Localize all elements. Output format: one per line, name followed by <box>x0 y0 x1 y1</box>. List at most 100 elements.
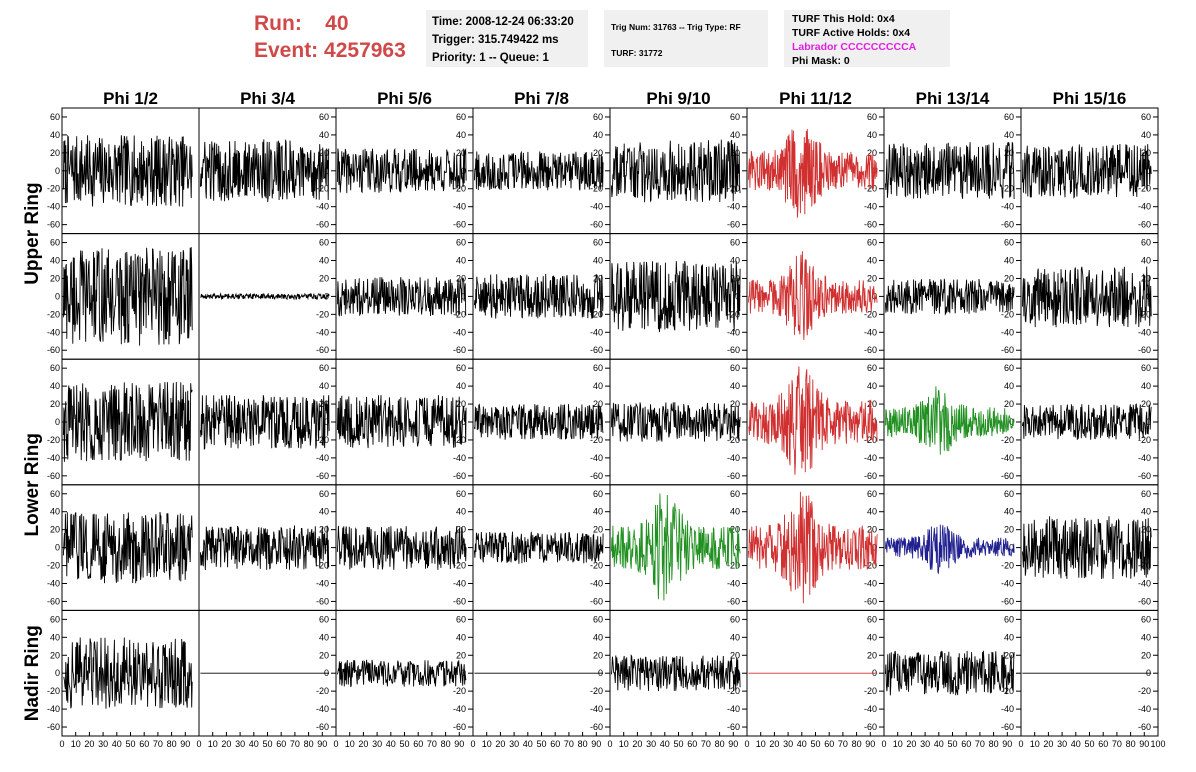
y-tick-label: 60 <box>50 363 60 373</box>
y-tick-label: 60 <box>867 614 877 624</box>
y-tick-label: 0 <box>461 417 466 427</box>
x-tick-label: 20 <box>358 739 368 749</box>
y-tick-label: 0 <box>55 543 60 553</box>
x-tick-label: 40 <box>660 739 670 749</box>
waveform-line <box>747 491 878 604</box>
y-tick-label: -40 <box>47 453 60 463</box>
y-tick-label: 0 <box>872 543 877 553</box>
x-tick-label: 90 <box>591 739 601 749</box>
y-tick-label: 20 <box>1141 399 1151 409</box>
y-tick-label: -60 <box>453 471 466 481</box>
x-tick-label: 0 <box>881 739 886 749</box>
y-tick-label: -20 <box>590 435 603 445</box>
column-label: Phi 9/10 <box>646 89 710 108</box>
waveform-line <box>884 141 1015 200</box>
y-tick-label: 20 <box>50 650 60 660</box>
run-event-block: Run: 40 Event: 4257963 <box>254 10 406 64</box>
y-tick-label: 20 <box>319 650 329 660</box>
column-label: Phi 11/12 <box>779 89 852 108</box>
y-tick-label: 40 <box>456 130 466 140</box>
x-tick-label: 90 <box>1139 739 1149 749</box>
y-tick-label: -60 <box>47 220 60 230</box>
x-tick-label: 30 <box>509 739 519 749</box>
y-tick-label: 40 <box>50 130 60 140</box>
y-tick-label: -20 <box>864 435 877 445</box>
x-tick-label: 10 <box>893 739 903 749</box>
y-tick-label: 40 <box>1141 632 1151 642</box>
y-tick-label: 40 <box>867 130 877 140</box>
x-tick-label: 0 <box>744 739 749 749</box>
x-tick-label: 90 <box>180 739 190 749</box>
x-tick-label: 30 <box>235 739 245 749</box>
y-tick-label: 20 <box>593 525 603 535</box>
waveform-line <box>336 147 467 194</box>
y-tick-label: -20 <box>1001 309 1014 319</box>
y-tick-label: 60 <box>1141 489 1151 499</box>
y-tick-label: -20 <box>727 435 740 445</box>
x-tick-label: 30 <box>920 739 930 749</box>
event-value: 4257963 <box>324 39 406 62</box>
x-tick-label: 80 <box>1126 739 1136 749</box>
y-tick-label: 60 <box>867 238 877 248</box>
y-tick-label: -20 <box>864 309 877 319</box>
y-tick-label: 40 <box>319 130 329 140</box>
x-tick-label: 70 <box>153 739 163 749</box>
y-tick-label: 60 <box>867 363 877 373</box>
time-line: Time: 2008-12-24 06:33:20 <box>432 16 574 28</box>
y-tick-label: -20 <box>316 309 329 319</box>
y-tick-label: 0 <box>598 417 603 427</box>
x-tick-label: 70 <box>701 739 711 749</box>
x-tick-label: 40 <box>797 739 807 749</box>
y-tick-label: 40 <box>1004 507 1014 517</box>
y-tick-label: -40 <box>864 327 877 337</box>
x-tick-label: 80 <box>852 739 862 749</box>
y-tick-label: -60 <box>453 596 466 606</box>
y-tick-label: -40 <box>1001 327 1014 337</box>
y-tick-label: 20 <box>456 273 466 283</box>
y-tick-label: -60 <box>1001 471 1014 481</box>
waveform-line <box>747 251 878 340</box>
y-tick-label: 60 <box>1004 238 1014 248</box>
y-tick-label: 20 <box>593 148 603 158</box>
phi-mask-line: Phi Mask: 0 <box>792 55 850 67</box>
y-tick-label: -20 <box>453 686 466 696</box>
x-tick-label: 10 <box>71 739 81 749</box>
trig-num-line: Trig Num: 31763 -- Trig Type: RF <box>611 22 741 32</box>
y-tick-label: 20 <box>50 399 60 409</box>
y-tick-label: 20 <box>1004 650 1014 660</box>
x-tick-label: 70 <box>564 739 574 749</box>
x-tick-label: 60 <box>687 739 697 749</box>
y-tick-label: -20 <box>864 686 877 696</box>
x-tick-label: 30 <box>1057 739 1067 749</box>
y-tick-label: -60 <box>727 596 740 606</box>
y-tick-label: 20 <box>1004 273 1014 283</box>
y-tick-label: -40 <box>727 327 740 337</box>
y-tick-label: 20 <box>1004 525 1014 535</box>
y-tick-label: -60 <box>47 722 60 732</box>
y-tick-label: -60 <box>316 722 329 732</box>
y-tick-label: 20 <box>50 273 60 283</box>
y-tick-label: 60 <box>1004 363 1014 373</box>
x-tick-label: 80 <box>578 739 588 749</box>
y-tick-label: -40 <box>47 578 60 588</box>
y-tick-label: 20 <box>1004 399 1014 409</box>
y-tick-label: 40 <box>1141 507 1151 517</box>
y-tick-label: -20 <box>47 435 60 445</box>
x-tick-label: 20 <box>495 739 505 749</box>
x-tick-label: 40 <box>523 739 533 749</box>
y-tick-label: 60 <box>1004 112 1014 122</box>
trigger-line: Trigger: 315.749422 ms <box>432 34 559 46</box>
x-tick-label: 100 <box>1150 739 1165 749</box>
y-tick-label: -60 <box>727 345 740 355</box>
y-tick-label: 0 <box>55 668 60 678</box>
x-tick-label: 50 <box>810 739 820 749</box>
y-tick-label: 20 <box>456 399 466 409</box>
x-tick-label: 0 <box>59 739 64 749</box>
y-tick-label: -40 <box>47 327 60 337</box>
y-tick-label: 40 <box>50 632 60 642</box>
y-tick-label: -20 <box>590 309 603 319</box>
x-tick-label: 40 <box>1071 739 1081 749</box>
labrador-line: Labrador CCCCCCCCCA <box>792 41 917 53</box>
y-tick-label: -60 <box>453 220 466 230</box>
